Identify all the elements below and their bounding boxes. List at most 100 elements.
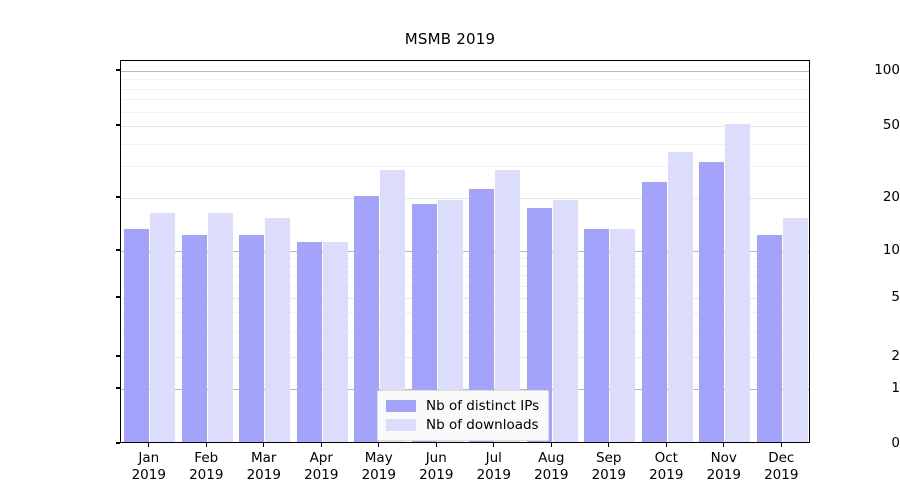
gridline-minor bbox=[121, 143, 809, 145]
x-tick-label-oct: Oct 2019 bbox=[621, 450, 711, 484]
x-tick-mark bbox=[780, 443, 782, 447]
x-tick-label-feb: Feb 2019 bbox=[161, 450, 251, 484]
x-tick-month: Mar bbox=[251, 450, 277, 466]
x-tick-mark bbox=[723, 443, 725, 447]
chart-legend: Nb of distinct IPs Nb of downloads bbox=[377, 390, 550, 441]
x-tick-label-may: May 2019 bbox=[334, 450, 424, 484]
bar-apr-distinct-ips bbox=[296, 241, 322, 442]
x-tick-mark bbox=[320, 443, 322, 447]
x-tick-label-jun: Jun 2019 bbox=[391, 450, 481, 484]
plot-area bbox=[120, 60, 810, 443]
x-tick-month: May bbox=[364, 450, 393, 466]
y-tick-mark bbox=[116, 296, 120, 298]
y-tick-label: 10 bbox=[882, 242, 900, 258]
legend-swatch-icon-downloads bbox=[386, 418, 416, 431]
y-tick-mark bbox=[116, 124, 120, 126]
y-tick-label: 5 bbox=[891, 289, 900, 305]
gridline-minor bbox=[121, 330, 809, 332]
gridline-minor bbox=[121, 111, 809, 113]
x-tick-month: Dec bbox=[768, 450, 795, 466]
legend-label-downloads: Nb of downloads bbox=[426, 416, 539, 433]
bar-apr-downloads bbox=[322, 241, 348, 442]
x-tick-year: 2019 bbox=[419, 467, 454, 483]
x-tick-label-nov: Nov 2019 bbox=[679, 450, 769, 484]
x-tick-mark bbox=[263, 443, 265, 447]
x-tick-month: Sep bbox=[596, 450, 622, 466]
bar-oct-downloads bbox=[667, 152, 693, 442]
y-tick-mark bbox=[116, 387, 120, 389]
x-tick-year: 2019 bbox=[131, 467, 166, 483]
x-tick-month: Feb bbox=[194, 450, 219, 466]
y-tick-mark bbox=[116, 69, 120, 71]
gridline-mid bbox=[121, 126, 809, 127]
y-tick-mark bbox=[116, 196, 120, 198]
x-tick-year: 2019 bbox=[764, 467, 799, 483]
bar-mar-distinct-ips bbox=[239, 235, 265, 442]
bar-sep-distinct-ips bbox=[584, 228, 610, 442]
gridline-major bbox=[121, 251, 809, 252]
y-tick-label: 2 bbox=[891, 348, 900, 364]
x-tick-label-mar: Mar 2019 bbox=[219, 450, 309, 484]
bar-nov-downloads bbox=[725, 124, 751, 442]
x-tick-year: 2019 bbox=[649, 467, 684, 483]
x-tick-label-jan: Jan 2019 bbox=[104, 450, 194, 484]
x-tick-month: Apr bbox=[309, 450, 333, 466]
y-tick-label: 1 bbox=[891, 380, 900, 396]
x-tick-mark bbox=[148, 443, 150, 447]
gridline-major bbox=[121, 71, 809, 72]
y-tick-label: 0 bbox=[891, 435, 900, 451]
x-tick-label-apr: Apr 2019 bbox=[276, 450, 366, 484]
x-tick-mark bbox=[493, 443, 495, 447]
x-tick-mark bbox=[378, 443, 380, 447]
legend-swatch-icon-distinct-ips bbox=[386, 399, 416, 412]
x-tick-year: 2019 bbox=[591, 467, 626, 483]
bar-aug-downloads bbox=[552, 199, 578, 442]
x-tick-month: Jun bbox=[425, 450, 447, 466]
x-tick-year: 2019 bbox=[304, 467, 339, 483]
legend-item-downloads: Nb of downloads bbox=[386, 415, 539, 434]
bar-dec-distinct-ips bbox=[756, 235, 782, 442]
gridline-minor bbox=[121, 88, 809, 90]
x-tick-label-sep: Sep 2019 bbox=[564, 450, 654, 484]
gridline-mid bbox=[121, 357, 809, 358]
x-tick-month: Jan bbox=[138, 450, 160, 466]
bar-jan-downloads bbox=[150, 213, 176, 442]
x-tick-mark bbox=[665, 443, 667, 447]
x-tick-year: 2019 bbox=[189, 467, 224, 483]
y-tick-label: 20 bbox=[882, 189, 900, 205]
bar-feb-downloads bbox=[207, 213, 233, 442]
x-tick-label-aug: Aug 2019 bbox=[506, 450, 596, 484]
gridline-mid bbox=[121, 198, 809, 199]
legend-label-distinct-ips: Nb of distinct IPs bbox=[426, 397, 540, 414]
y-tick-mark bbox=[116, 249, 120, 251]
x-tick-month: Nov bbox=[710, 450, 737, 466]
bar-feb-distinct-ips bbox=[181, 235, 207, 442]
legend-item-distinct-ips: Nb of distinct IPs bbox=[386, 396, 539, 415]
bar-may-distinct-ips bbox=[354, 196, 380, 442]
gridline-minor bbox=[121, 312, 809, 314]
gridline-minor bbox=[121, 166, 809, 168]
y-tick-mark bbox=[116, 355, 120, 357]
x-tick-year: 2019 bbox=[476, 467, 511, 483]
x-tick-year: 2019 bbox=[361, 467, 396, 483]
bar-sep-downloads bbox=[610, 228, 636, 442]
bar-oct-distinct-ips bbox=[641, 181, 667, 442]
gridline-major bbox=[121, 389, 809, 390]
gridline-minor bbox=[121, 266, 809, 268]
chart-title: MSMB 2019 bbox=[404, 30, 496, 48]
gridline-minor bbox=[121, 99, 809, 101]
x-tick-mark bbox=[608, 443, 610, 447]
x-tick-year: 2019 bbox=[706, 467, 741, 483]
gridline-minor bbox=[121, 285, 809, 287]
y-tick-label: 50 bbox=[882, 117, 900, 133]
bar-nov-distinct-ips bbox=[699, 161, 725, 442]
bar-jan-distinct-ips bbox=[124, 228, 150, 442]
y-tick-label: 100 bbox=[874, 62, 900, 78]
x-tick-month: Jul bbox=[485, 450, 502, 466]
x-tick-label-jul: Jul 2019 bbox=[449, 450, 539, 484]
gridline-minor bbox=[121, 275, 809, 277]
gridline-minor bbox=[121, 258, 809, 260]
gridline-minor bbox=[121, 79, 809, 81]
x-tick-label-dec: Dec 2019 bbox=[736, 450, 826, 484]
